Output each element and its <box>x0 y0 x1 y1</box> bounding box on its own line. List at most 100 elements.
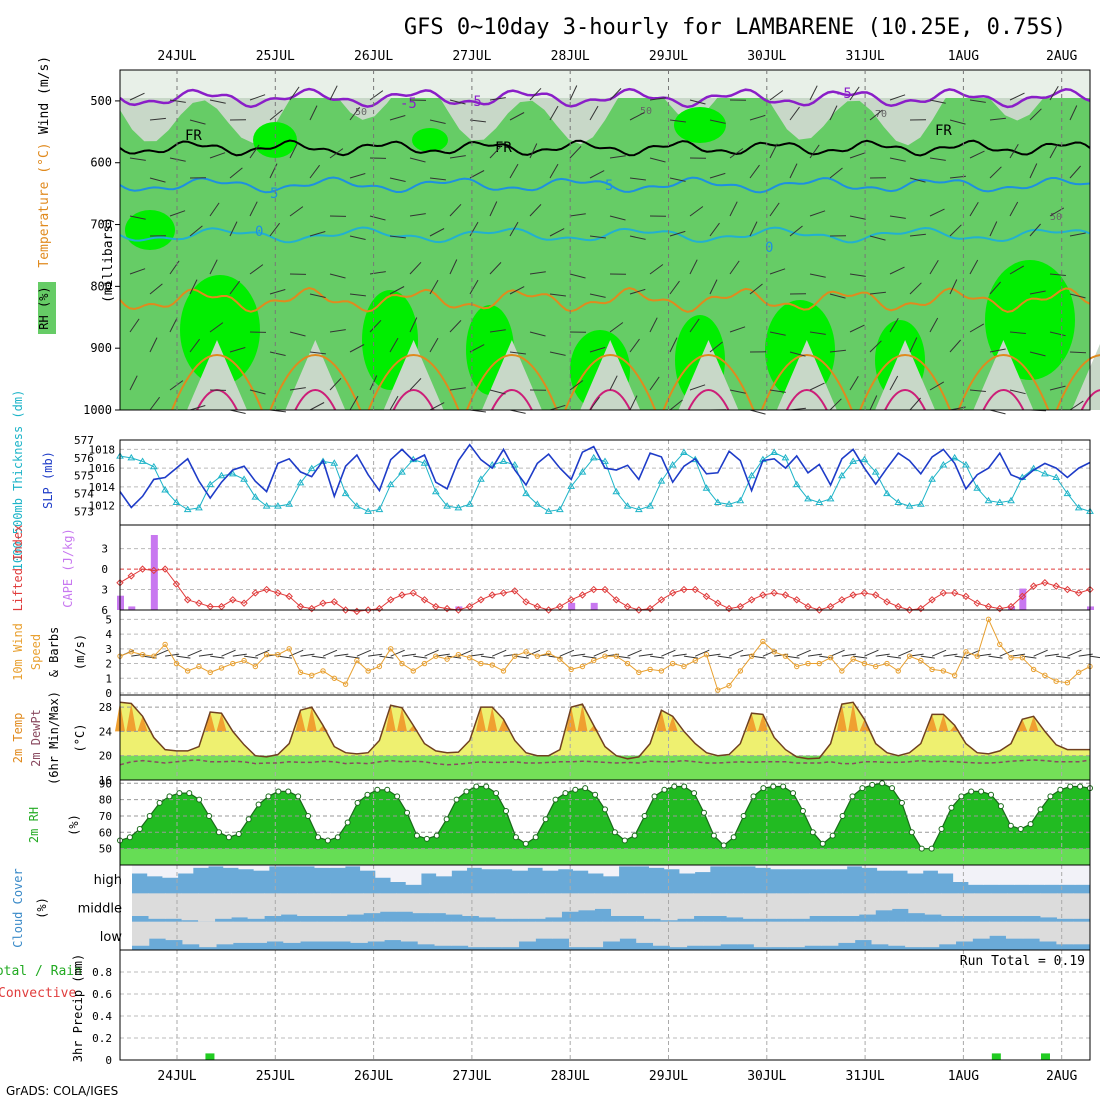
wind10-barb <box>1090 656 1100 658</box>
contour-label: 5 <box>605 178 613 194</box>
cloud-clear-cell <box>801 865 817 869</box>
cloud-clear-cell <box>502 922 519 948</box>
rh-under50-fill <box>120 849 1090 865</box>
rh-point <box>1008 823 1013 828</box>
lifted-tick-label: 3 <box>101 584 108 597</box>
cloud-clear-cell <box>710 893 727 916</box>
rh-point <box>632 833 637 838</box>
rh-point <box>998 804 1003 809</box>
rh-point <box>355 800 360 805</box>
cloud-clear-cell <box>1007 893 1024 916</box>
cloud-clear-cell <box>877 865 893 871</box>
cloud-clear-cell <box>363 893 380 913</box>
wind-tick-label: 1 <box>105 672 112 685</box>
rh-point <box>513 835 518 840</box>
rh-point <box>761 786 766 791</box>
cloud-clear-cell <box>619 922 636 939</box>
cloud-clear-cell <box>495 893 512 919</box>
contour-label: 0 <box>765 240 773 256</box>
rh-point <box>256 802 261 807</box>
cloud-clear-cell <box>787 922 804 948</box>
rh-point <box>385 787 390 792</box>
upper-ylabel-temp: Temperature (°C) <box>37 142 52 267</box>
cloud-clear-cell <box>297 893 314 916</box>
rh-point <box>969 789 974 794</box>
rh-point <box>919 846 924 851</box>
rh-point <box>642 813 647 818</box>
rh-point <box>820 841 825 846</box>
cloud-clear-cell <box>250 922 267 943</box>
wind10-barb <box>357 650 371 656</box>
cloud-clear-cell <box>281 893 298 914</box>
cloud-clear-cell <box>406 865 422 885</box>
rh-point <box>405 810 410 815</box>
cloud-clear-cell <box>300 922 317 942</box>
precip-bar <box>992 1053 1001 1060</box>
cloud-clear-cell <box>418 922 435 945</box>
cloud-clear-cell <box>396 893 413 911</box>
day-label-top: 2AUG <box>1046 49 1077 64</box>
slp-tick-label: 1012 <box>89 500 116 513</box>
rh-moist-blob <box>674 107 726 143</box>
rh-point <box>672 784 677 789</box>
rh-point <box>949 805 954 810</box>
wind-tick-label: 4 <box>105 628 112 641</box>
wind10-barb <box>481 656 495 658</box>
wind10-barb <box>1067 650 1081 656</box>
rh-point <box>523 841 528 846</box>
cloud-clear-cell <box>512 893 529 919</box>
cloud-clear-cell <box>661 893 678 920</box>
cloud-clear-cell <box>679 865 695 874</box>
contour-label: 50 <box>355 107 367 118</box>
cloud-clear-cell <box>892 865 908 871</box>
cloud-clear-cell <box>991 893 1008 916</box>
rh-point <box>701 810 706 815</box>
cloud-clear-cell <box>653 922 670 946</box>
rh-point <box>771 784 776 789</box>
cloud-clear-cell <box>694 893 711 916</box>
rh-point <box>563 791 568 796</box>
rh-point <box>1038 807 1043 812</box>
cloud-clear-cell <box>968 865 984 885</box>
cloud-ylabel: Cloud Cover <box>11 868 25 947</box>
wind10-barb <box>560 650 574 656</box>
rh-point <box>276 789 281 794</box>
wind10-barb <box>932 650 946 656</box>
rh-point <box>207 813 212 818</box>
cloud-clear-cell <box>771 865 787 869</box>
rh-point <box>1078 784 1083 789</box>
day-label-top: 30JUL <box>747 49 786 64</box>
credit-label: GrADS: COLA/IGES <box>6 1084 118 1098</box>
lifted-index-line <box>120 569 1090 611</box>
contour-label: 50 <box>1050 212 1062 223</box>
rh-point <box>721 843 726 848</box>
cloud-clear-cell <box>166 922 183 940</box>
rh-point <box>177 791 182 796</box>
rh-point <box>504 809 509 814</box>
rh-point <box>434 833 439 838</box>
cloud-clear-cell <box>468 922 485 948</box>
rh-point <box>791 791 796 796</box>
cloud-clear-cell <box>687 922 704 946</box>
rh-point <box>167 794 172 799</box>
cloud-clear-cell <box>586 922 603 948</box>
temp-ylabel-c: (6hr Min/Max) <box>47 691 61 785</box>
lifted-panel-frame <box>120 525 1090 610</box>
rh-point <box>979 789 984 794</box>
rh-point <box>414 833 419 838</box>
contour-label: FR <box>185 128 202 144</box>
cloud-clear-cell <box>743 893 760 919</box>
rh-point <box>652 794 657 799</box>
cape-bar <box>128 606 135 610</box>
precip-bar <box>1041 1053 1050 1060</box>
wind10-barb <box>887 656 901 658</box>
cloud-clear-cell <box>401 922 418 942</box>
cloud-clear-cell <box>330 893 347 916</box>
cloud-clear-cell <box>451 865 467 871</box>
cloud-clear-cell <box>603 922 620 942</box>
cloud-clear-cell <box>875 893 892 910</box>
slp-ylabel: SLP (mb) <box>41 451 55 509</box>
cloud-clear-cell <box>367 922 384 942</box>
cloud-clear-cell <box>754 922 771 948</box>
wind10-barb <box>729 650 743 656</box>
